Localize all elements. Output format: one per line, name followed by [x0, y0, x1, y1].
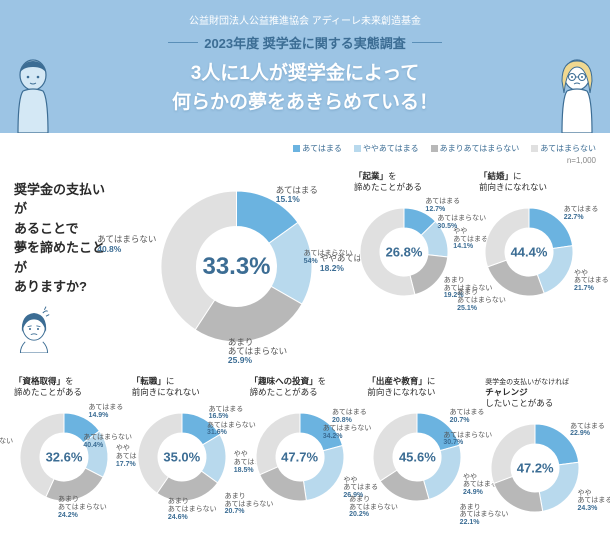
small-chart-title: 「趣味への投資」を諦めたことがある — [250, 376, 361, 398]
small-chart: 「起業」を諦めたことがある26.8%あてはまる12.7%ややあてはまる14.1%… — [354, 171, 471, 314]
header-banner: 公益財団法人公益推進協会 アディーレ未来創造基金 2023年度 奨学金に関する実… — [0, 0, 610, 133]
small-charts-row1: 「起業」を諦めたことがある26.8%あてはまる12.7%ややあてはまる14.1%… — [354, 171, 596, 314]
person-illustration-left — [8, 53, 58, 133]
small-chart: 「資格取得」を諦めたことがある32.6%あてはまる14.9%ややあてはまる17.… — [14, 376, 125, 530]
small-chart-title: 「転職」に前向きになれない — [132, 376, 243, 398]
headline: 3人に1人が奨学金によって何らかの夢をあきらめている！ — [16, 60, 594, 117]
person-illustration-right — [552, 53, 602, 133]
main-chart-block: 奨学金の支払いがあることで夢を諦めたことがありますか? 33.3%あてはまる15… — [14, 171, 344, 366]
survey-title: 2023年度 奨学金に関する実態調査 — [204, 33, 406, 52]
small-chart-title: 「出産や教育」に前向きになれない — [367, 376, 478, 398]
small-chart: 奨学金の支払いがなければチャレンジしたいことがある47.2%あてはまる22.9%… — [485, 376, 596, 530]
small-charts-row2: 「資格取得」を諦めたことがある32.6%あてはまる14.9%ややあてはまる17.… — [14, 376, 596, 530]
sample-size: n=1,000 — [14, 156, 596, 165]
small-chart: 「結婚」に前向きになれない44.4%あてはまる22.7%ややあてはまる21.7%… — [479, 171, 596, 314]
small-chart: 「趣味への投資」を諦めたことがある47.7%あてはまる20.8%ややあてはまる2… — [250, 376, 361, 530]
worried-face-illustration — [14, 305, 54, 353]
small-chart-title: 奨学金の支払いがなければチャレンジしたいことがある — [485, 376, 596, 409]
legend: あてはまるややあてはまるあまりあてはまらないあてはまらない — [14, 143, 596, 154]
small-chart-title: 「資格取得」を諦めたことがある — [14, 376, 125, 398]
small-chart-title: 「結婚」に前向きになれない — [479, 171, 596, 193]
org-name: 公益財団法人公益推進協会 アディーレ未来創造基金 — [16, 12, 594, 27]
content-area: あてはまるややあてはまるあまりあてはまらないあてはまらない n=1,000 奨学… — [0, 133, 610, 540]
small-chart-title: 「起業」を諦めたことがある — [354, 171, 471, 193]
row-1: 奨学金の支払いがあることで夢を諦めたことがありますか? 33.3%あてはまる15… — [14, 171, 596, 366]
